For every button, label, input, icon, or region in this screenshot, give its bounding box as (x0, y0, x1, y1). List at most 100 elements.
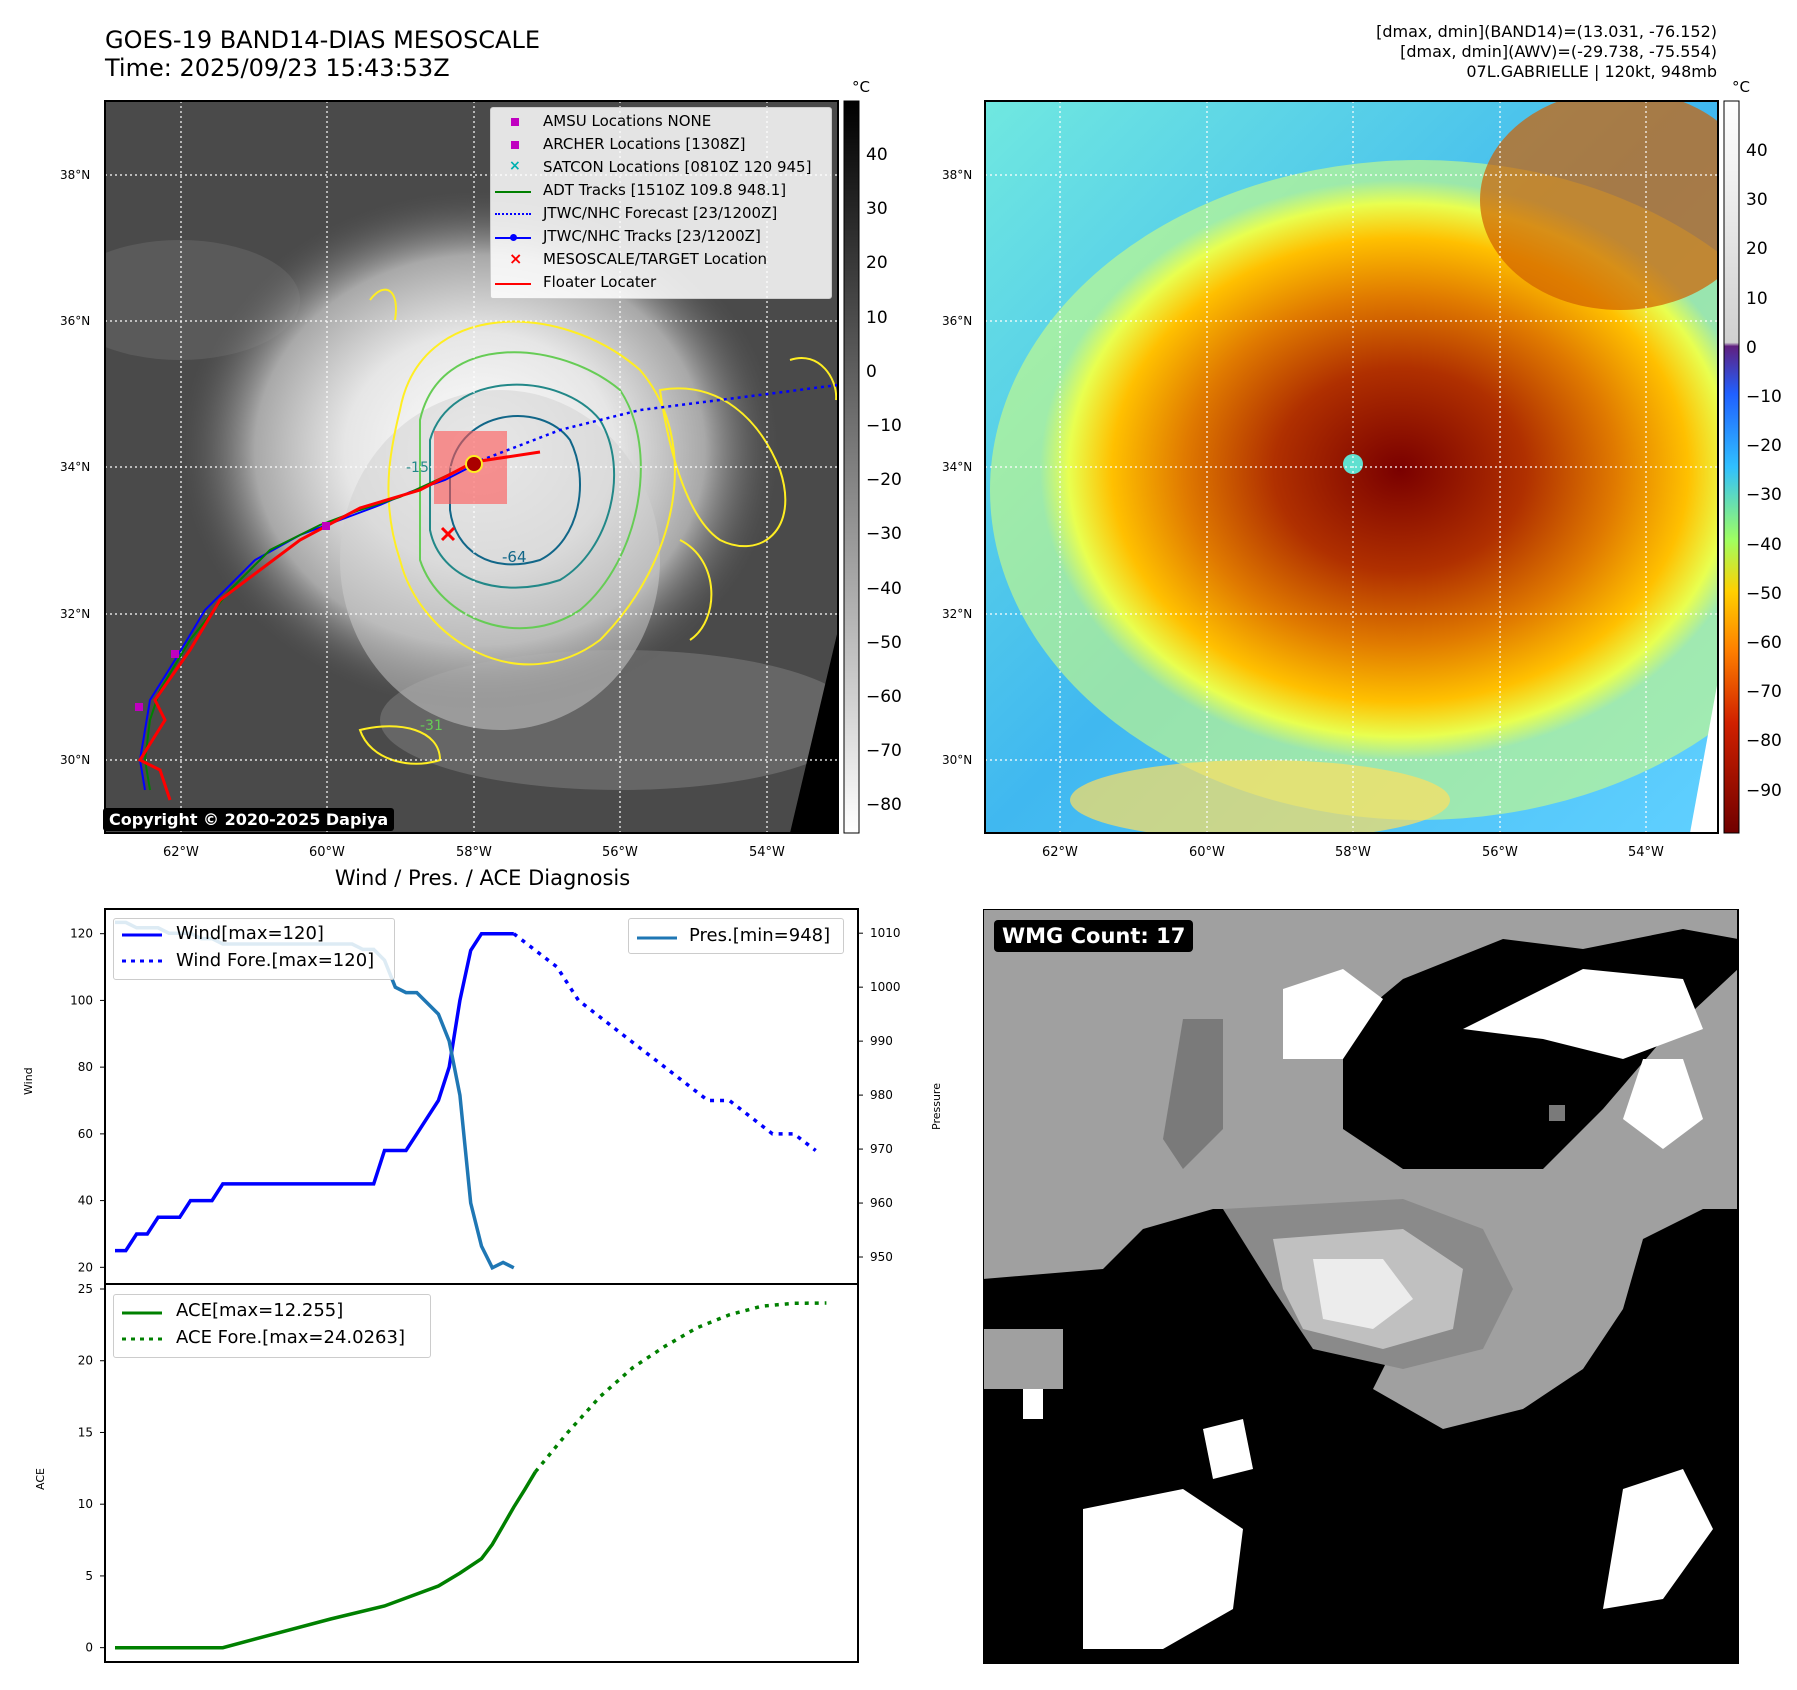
wv-colorbar-tick: 0 (1746, 337, 1757, 358)
wv-colorbar-tick: 20 (1746, 239, 1768, 260)
ir-legend: AMSU Locations NONE ARCHER Locations [130… (490, 107, 832, 299)
ir-lat-label-32: 32°N (60, 607, 91, 621)
ace-tick-label: 5 (85, 1569, 93, 1583)
wmg-panel (983, 909, 1739, 1664)
diagnosis-chart: 20 40 60 80 100 120 950 960 970 980 990 1000 1010 0 5 1… (70, 908, 900, 1663)
wind-tick-label: 60 (78, 1127, 93, 1141)
ir-lat-label-34: 34°N (60, 460, 91, 474)
ace-legend: ACE[max=12.255] ACE Fore.[max=24.0263] (113, 1294, 431, 1358)
contour-label-64: -64 (502, 548, 527, 566)
wv-lon-label-58: 58°W (1335, 845, 1371, 860)
ir-legend-label: ARCHER Locations [1308Z] (543, 135, 746, 153)
wv-colorbar-tick: −40 (1746, 534, 1782, 555)
wv-colorbar-tick: 30 (1746, 190, 1768, 211)
wind-tick-label: 120 (70, 927, 93, 941)
ir-legend-item: JTWC/NHC Tracks [23/1200Z] (491, 227, 831, 249)
ir-legend-label: ADT Tracks [1510Z 109.8 948.1] (543, 181, 787, 199)
stats-line-1: [dmax, dmin](BAND14)=(13.031, -76.152) (1376, 22, 1717, 41)
wv-colorbar-tick: 10 (1746, 288, 1768, 309)
wv-lat-label-30: 30°N (942, 753, 973, 767)
legend-ace-fore: ACE Fore.[max=24.0263] (176, 1327, 405, 1348)
legend-pres: Pres.[min=948] (689, 925, 831, 946)
ir-colorbar-tick: −60 (866, 687, 902, 707)
ace-tick-label: 10 (78, 1497, 93, 1511)
ace-tick-label: 15 (78, 1425, 93, 1439)
wv-colorbar-unit: °C (1732, 78, 1750, 96)
wv-lon-label-56: 56°W (1482, 845, 1518, 860)
legend-wind-fore: Wind Fore.[max=120] (176, 950, 375, 971)
stats-line-3: 07L.GABRIELLE | 120kt, 948mb (1466, 62, 1717, 81)
wv-colorbar-tick: −30 (1746, 485, 1782, 506)
title-line-1: GOES-19 BAND14-DIAS MESOSCALE (105, 26, 541, 54)
wv-image (985, 101, 1718, 833)
legend-ace: ACE[max=12.255] (176, 1300, 344, 1321)
ir-colorbar-tick: −10 (866, 416, 902, 436)
ir-lon-label-56: 56°W (602, 845, 638, 860)
ace-series-1 (534, 1301, 827, 1473)
ir-legend-item: JTWC/NHC Forecast [23/1200Z] (491, 204, 831, 226)
pressure-tick-label: 1000 (870, 980, 900, 994)
wv-lat-label-36: 36°N (942, 314, 973, 328)
wv-colorbar-tick: −80 (1746, 731, 1782, 752)
copyright-badge: Copyright © 2020-2025 Dapiya (103, 808, 395, 831)
pressure-tick-label: 980 (870, 1088, 893, 1102)
wind-series-0 (115, 931, 514, 1253)
ir-colorbar-tick: 20 (866, 253, 888, 274)
wv-colorbar-tick: −60 (1746, 633, 1782, 653)
pressure-tick-label: 950 (870, 1250, 893, 1264)
ir-lon-label-58: 58°W (456, 845, 492, 860)
ir-legend-item: AMSU Locations NONE (491, 112, 831, 134)
ir-legend-item: × SATCON Locations [0810Z 120 945] (509, 158, 812, 176)
title-line-2: Time: 2025/09/23 15:43:53Z (105, 54, 450, 82)
wmg-count-badge: WMG Count: 17 (994, 920, 1194, 952)
wv-colorbar-tick: −70 (1746, 682, 1782, 703)
wv-lon-label-54: 54°W (1628, 845, 1664, 860)
ir-colorbar-tick: −40 (866, 578, 902, 599)
ir-lon-label-62: 62°W (163, 845, 199, 860)
ir-lon-label-60: 60°W (309, 845, 345, 860)
wind-tick-label: 80 (78, 1060, 93, 1074)
ir-legend-item: ARCHER Locations [1308Z] (491, 135, 831, 157)
ir-legend-label: JTWC/NHC Forecast [23/1200Z] (543, 204, 778, 222)
ir-legend-label: AMSU Locations NONE (543, 112, 712, 130)
contour-label-15: -15 (406, 460, 429, 476)
figure-title: GOES-19 BAND14-DIAS MESOSCALE Time: 2025… (105, 26, 540, 82)
contour-label-31: -31 (420, 718, 443, 734)
ir-colorbar-tick: −70 (866, 741, 902, 762)
ir-legend-label: JTWC/NHC Tracks [23/1200Z] (543, 227, 761, 245)
ir-legend-label: Floater Locater (543, 273, 657, 291)
stats-block: [dmax, dmin](BAND14)=(13.031, -76.152) [… (1376, 22, 1717, 82)
ace-frame (104, 1283, 859, 1663)
ir-colorbar-tick: −30 (866, 524, 902, 545)
wv-lon-label-60: 60°W (1189, 845, 1225, 860)
ir-legend-item: ADT Tracks [1510Z 109.8 948.1] (491, 181, 831, 203)
wv-lon-label-62: 62°W (1042, 845, 1078, 860)
ir-legend-label: SATCON Locations [0810Z 120 945] (543, 158, 812, 176)
ir-colorbar-tick: 0 (866, 361, 877, 382)
ir-lat-label-36: 36°N (60, 314, 91, 328)
pressure-tick-label: 1010 (870, 926, 900, 940)
pressure-tick-label: 990 (870, 1034, 893, 1048)
wind-tick-label: 20 (78, 1260, 93, 1274)
wind-tick-label: 40 (78, 1194, 93, 1208)
pressure-tick-label: 960 (870, 1196, 893, 1210)
stats-line-2: [dmax, dmin](AWV)=(-29.738, -75.554) (1400, 42, 1717, 61)
ir-colorbar-unit: °C (852, 78, 870, 96)
ace-series-0 (115, 1470, 537, 1650)
ir-colorbar-tick: −20 (866, 470, 902, 491)
wind-legend: Wind[max=120] Wind Fore.[max=120] (113, 918, 395, 980)
ir-legend-label: MESOSCALE/TARGET Location (543, 250, 768, 268)
wv-colorbar-tick: −90 (1746, 780, 1782, 801)
ir-colorbar-tick: 40 (866, 145, 888, 165)
ir-colorbar-tick: 10 (866, 307, 888, 328)
wv-colorbar-tick: −50 (1746, 583, 1782, 604)
wind-series-1 (512, 932, 817, 1152)
ir-lon-label-54: 54°W (749, 845, 785, 860)
ace-tick-label: 0 (85, 1641, 93, 1655)
wv-colorbar-tick: −20 (1746, 436, 1782, 457)
ir-colorbar-tick: 30 (866, 199, 888, 220)
wv-lat-label-34: 34°N (942, 460, 973, 474)
ir-colorbar-tick: −50 (866, 632, 902, 653)
ace-axis-label: ACE (34, 1468, 47, 1490)
ir-legend-item: Floater Locater (491, 273, 831, 295)
